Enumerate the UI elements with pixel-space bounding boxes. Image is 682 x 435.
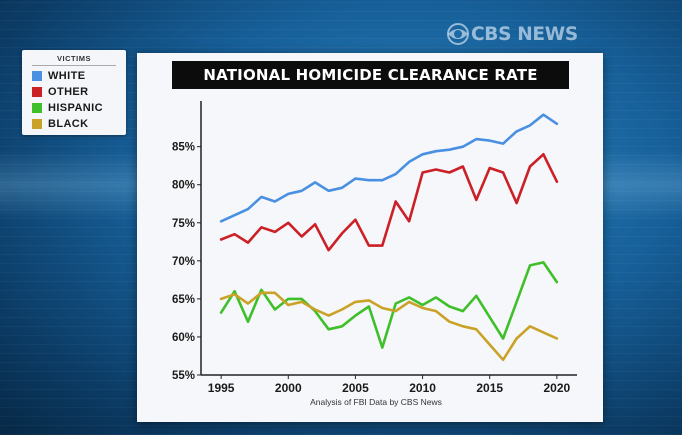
y-tick-label: 75% — [172, 218, 195, 230]
legend-swatch — [32, 87, 42, 97]
logo-text: CBS NEWS — [471, 23, 578, 45]
cbs-news-logo: CBS NEWS — [447, 22, 607, 46]
legend-swatch — [32, 119, 42, 129]
series-line-white — [219, 113, 559, 223]
chart-legend: VICTIMS WHITE OTHER HISPANIC BLACK — [22, 50, 126, 135]
legend-label: OTHER — [48, 86, 89, 98]
x-tick-label: 2015 — [476, 381, 503, 395]
series-layer — [219, 113, 559, 362]
cbs-eye-icon — [447, 23, 469, 45]
source-note: Analysis of FBI Data by CBS News — [310, 397, 442, 407]
series-line-other — [219, 153, 559, 252]
legend-label: HISPANIC — [48, 102, 103, 114]
chart-panel: NATIONAL HOMICIDE CLEARANCE RATE 55% 60% 6… — [137, 53, 603, 422]
x-tick-label: 1995 — [208, 381, 235, 395]
legend-label: BLACK — [48, 118, 89, 130]
x-tick-label: 2000 — [275, 381, 302, 395]
y-tick-label: 80% — [172, 180, 195, 192]
legend-item-hispanic: HISPANIC — [32, 102, 103, 114]
x-tick-label: 2005 — [342, 381, 369, 395]
chart-title: NATIONAL HOMICIDE CLEARANCE RATE — [172, 61, 569, 89]
legend-swatch — [32, 103, 42, 113]
y-tick-label: 55% — [172, 370, 195, 382]
series-line-hispanic — [219, 261, 559, 349]
legend-swatch — [32, 71, 42, 81]
legend-item-black: BLACK — [32, 118, 89, 130]
legend-item-other: OTHER — [32, 86, 89, 98]
legend-divider — [32, 65, 116, 66]
y-tick-label: 70% — [172, 256, 195, 268]
x-tick-label: 2020 — [544, 381, 571, 395]
y-tick-label: 60% — [172, 332, 195, 344]
y-tick-label: 85% — [172, 142, 195, 154]
legend-item-white: WHITE — [32, 70, 85, 82]
line-chart: 55% 60% 65% 70% 75% 80% 85% 1995 2000 2005 2010 201… — [172, 101, 577, 407]
y-tick-label: 65% — [172, 294, 195, 306]
series-line-black — [219, 291, 559, 362]
axes-layer: 55% 60% 65% 70% 75% 80% 85% 1995 2000 2005 2010 201… — [172, 101, 577, 395]
x-tick-label: 2010 — [409, 381, 436, 395]
legend-label: WHITE — [48, 70, 86, 82]
legend-title: VICTIMS — [57, 54, 91, 63]
